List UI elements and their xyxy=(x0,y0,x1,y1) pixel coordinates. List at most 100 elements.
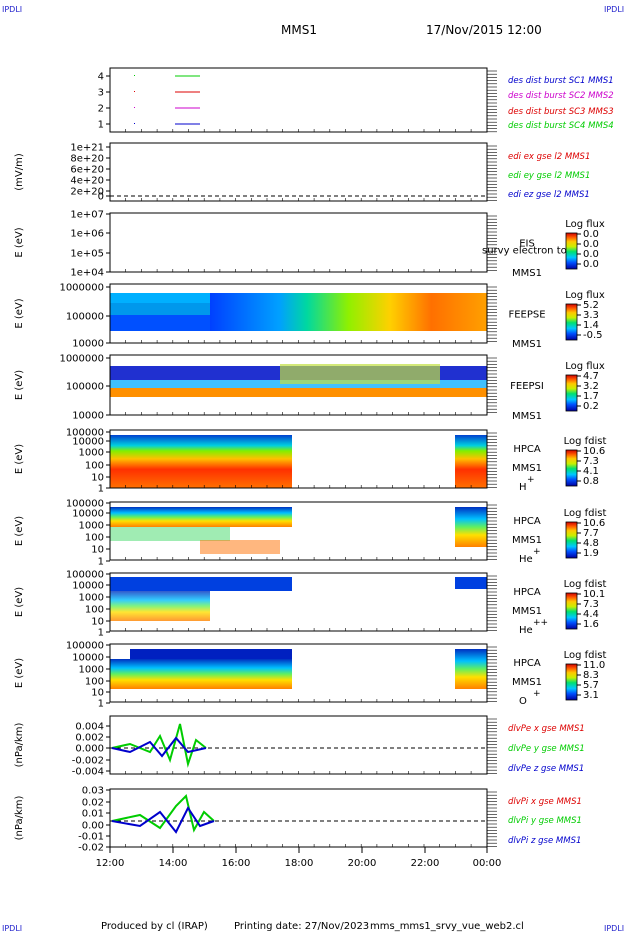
y-axis-label: E (eV) xyxy=(14,298,25,328)
figure-title: MMS1 xyxy=(281,23,317,37)
colorbar-title: Log flux xyxy=(565,219,605,230)
instrument-label: FEEPSE xyxy=(508,310,545,321)
instrument-label: FEEPSI xyxy=(510,381,544,392)
time-tick-label: 20:00 xyxy=(348,858,377,869)
colorbar-value: 7.3 xyxy=(583,599,599,610)
y-tick-label: 2 xyxy=(98,104,104,115)
colorbar-value: 1.7 xyxy=(583,391,599,402)
footer-printing-date: Printing date: 27/Nov/2023 xyxy=(234,921,369,932)
legend-entry: dlvPe x gse MMS1 xyxy=(508,724,585,734)
colorbar-value: 4.8 xyxy=(583,538,599,549)
y-tick-label: 1e+05 xyxy=(70,249,104,260)
y-tick-label: 3 xyxy=(98,88,104,99)
y-tick-label: 10000 xyxy=(72,653,104,664)
instrument-label: EIS xyxy=(519,239,535,250)
y-tick-label: 10000 xyxy=(72,339,104,350)
y-tick-label: 100000 xyxy=(66,641,104,652)
footer-producer: Produced by cl (IRAP) xyxy=(101,921,208,932)
colorbar-value: 0.2 xyxy=(583,401,599,412)
instrument-label: HPCA xyxy=(513,658,541,669)
species-charge: + xyxy=(527,475,535,485)
colorbar-value: 3.1 xyxy=(583,690,599,701)
y-tick-label: 100000 xyxy=(66,382,104,393)
y-tick-label: 0.00 xyxy=(82,821,104,832)
y-tick-label: -0.004 xyxy=(72,767,104,778)
colorbar-value: 10.6 xyxy=(583,446,605,457)
burst-markers xyxy=(134,75,200,125)
y-tick-label: 0.03 xyxy=(82,786,104,797)
colorbar xyxy=(565,521,578,559)
y-axis-label: E (eV) xyxy=(14,658,25,688)
spacecraft-label: MMS1 xyxy=(512,411,542,422)
colorbar-value: 3.2 xyxy=(583,381,599,392)
colorbar-value: 0.0 xyxy=(583,229,599,240)
spacecraft-label: MMS1 xyxy=(512,606,542,617)
spacecraft-label: MMS1 xyxy=(512,677,542,688)
legend-entry: edi ex gse l2 MMS1 xyxy=(508,152,590,162)
panel-frame xyxy=(109,715,488,775)
y-axis-label: E (eV) xyxy=(14,370,25,400)
colorbar-title: Log fdist xyxy=(564,650,607,661)
colorbar-title: Log fdist xyxy=(564,579,607,590)
colorbar-value: 5.7 xyxy=(583,680,599,691)
panel-frame xyxy=(109,67,488,133)
spacecraft-label: MMS1 xyxy=(512,339,542,350)
y-tick-label: 1000 xyxy=(79,665,104,676)
div-pi-trace xyxy=(110,794,487,834)
legend-entry: des dist burst SC4 MMS4 xyxy=(508,121,614,131)
legend-entry: des dist burst SC1 MMS1 xyxy=(508,76,614,86)
y-tick-label: 0.01 xyxy=(82,809,104,820)
colorbar xyxy=(565,663,578,701)
generated-axes-layer: 4 3 2 1 des dist burst SC1 MMS1 des dist burs… xyxy=(14,67,614,932)
y-tick-label: 1 xyxy=(98,699,104,710)
y-tick-label: 1000 xyxy=(79,593,104,604)
colorbar-value: 4.1 xyxy=(583,466,599,477)
y-tick-label: 10000 xyxy=(72,581,104,592)
colorbar-value: 10.6 xyxy=(583,518,605,529)
y-tick-label: -0.02 xyxy=(78,843,104,854)
colorbar-value: 0.0 xyxy=(583,239,599,250)
species-charge: + xyxy=(533,689,541,699)
legend-entry: dlvPe y gse MMS1 xyxy=(508,744,585,754)
y-tick-label: 100000 xyxy=(66,312,104,323)
y-tick-label: 1 xyxy=(98,628,104,639)
legend-entry: des dist burst SC3 MMS3 xyxy=(508,107,614,117)
colorbar-value: 8.3 xyxy=(583,670,599,681)
colorbar xyxy=(565,303,578,341)
y-tick-label: 1000 xyxy=(79,448,104,459)
y-axis-label: E (eV) xyxy=(14,516,25,546)
species-label: H xyxy=(519,482,527,493)
y-tick-label: 10 xyxy=(91,545,104,556)
instrument-label: HPCA xyxy=(513,444,541,455)
y-axis-label: (nPa/km) xyxy=(14,796,25,841)
y-tick-label: 10000 xyxy=(72,437,104,448)
panel-content xyxy=(110,75,487,834)
legend-entry: edi ez gse l2 MMS1 xyxy=(508,190,590,200)
time-tick-label: 14:00 xyxy=(159,858,188,869)
y-axis-label: E (eV) xyxy=(14,587,25,617)
hpca-hepp-spectrogram xyxy=(110,577,487,621)
colorbar-value: 0.0 xyxy=(583,259,599,270)
colorbar-value: 4.4 xyxy=(583,609,599,620)
y-tick-label: 1000000 xyxy=(59,283,104,294)
legend-entry: des dist burst SC2 MMS2 xyxy=(508,91,614,101)
y-tick-label: 100 xyxy=(85,533,104,544)
hpca-he-spectrogram xyxy=(110,507,487,554)
feepsi-spectrogram xyxy=(110,364,487,397)
colorbar-value: 0.8 xyxy=(583,476,599,487)
colorbar-value: -0.5 xyxy=(583,330,603,341)
time-tick-label: 22:00 xyxy=(411,858,440,869)
y-tick-label: 10 xyxy=(91,688,104,699)
colorbar-value: 4.7 xyxy=(583,371,599,382)
y-tick-label: 0 xyxy=(98,192,104,203)
spacecraft-label: MMS1 xyxy=(512,463,542,474)
div-pe-trace xyxy=(110,723,487,768)
y-tick-label: 100 xyxy=(85,677,104,688)
y-tick-label: 1e+07 xyxy=(70,210,104,221)
colorbar-title: Log fdist xyxy=(564,508,607,519)
colorbar-value: 1.9 xyxy=(583,548,599,559)
time-tick-label: 18:00 xyxy=(285,858,314,869)
y-axis-label: (mV/m) xyxy=(14,153,25,191)
legend-entry: dlvPi y gse MMS1 xyxy=(508,816,582,826)
legend-entry: dlvPe z gse MMS1 xyxy=(508,764,584,774)
